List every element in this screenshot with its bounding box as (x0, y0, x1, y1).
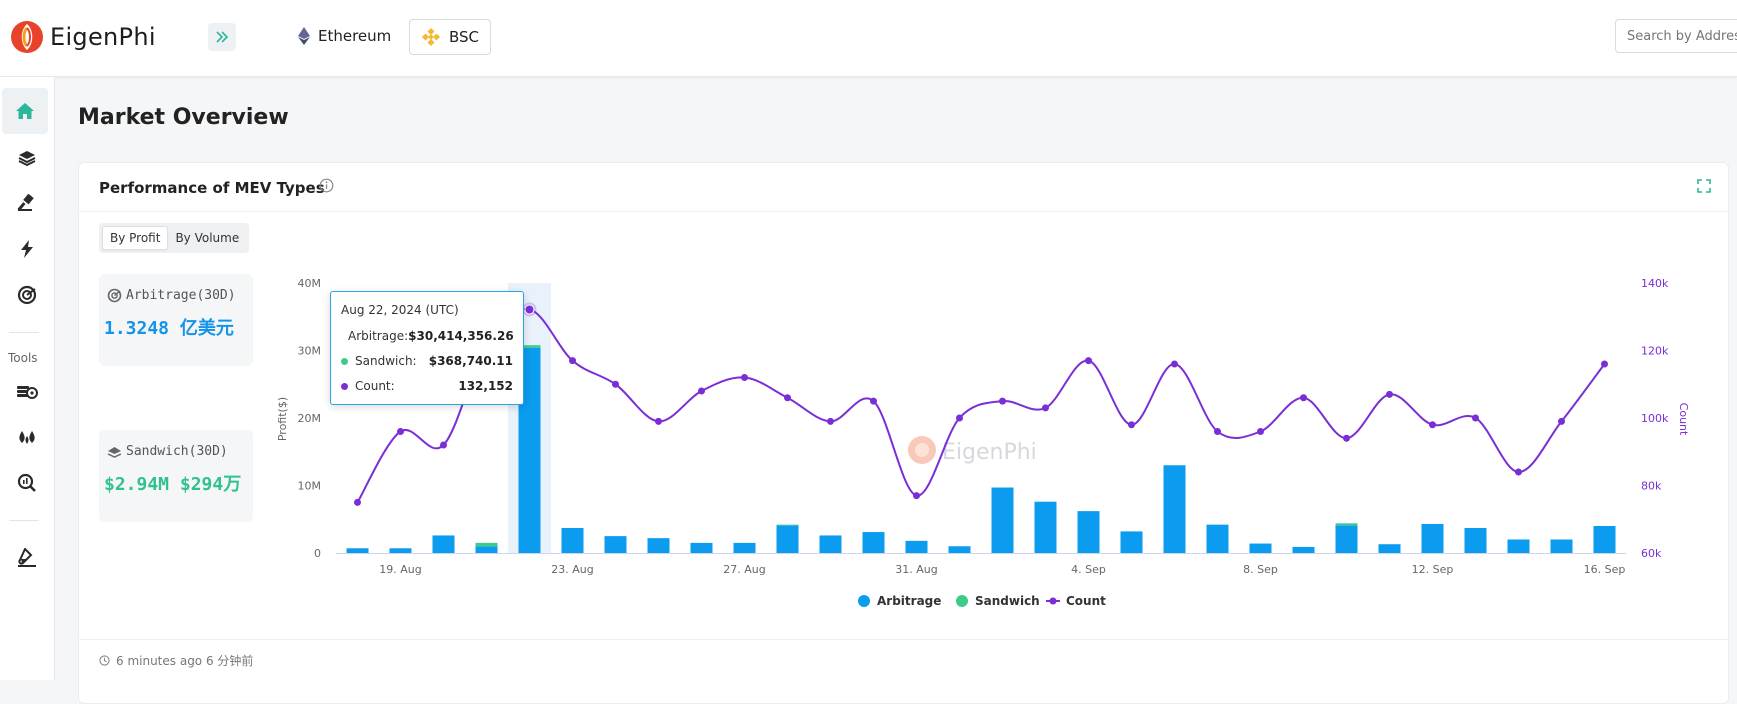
eigenphi-logo-icon (11, 21, 43, 53)
chain-tab-ethereum[interactable]: Ethereum (298, 19, 391, 53)
coins-icon (17, 386, 38, 399)
search-input[interactable] (1615, 19, 1737, 53)
sidebar-item-test-tube[interactable] (0, 535, 54, 581)
stat-label-text: Arbitrage(30D) (126, 288, 236, 303)
legend-dot (341, 382, 348, 390)
sidebar-item-home[interactable] (2, 88, 48, 134)
tooltip-row-name: Arbitrage: (348, 329, 409, 343)
sidebar-item-search-chart[interactable] (0, 460, 54, 506)
sidebar-item-target[interactable] (0, 272, 54, 318)
sandwich-icon (107, 445, 122, 459)
legend-dot (341, 357, 348, 365)
toggle-by-volume[interactable]: By Volume (175, 231, 240, 245)
logo-text: EigenPhi (50, 23, 156, 51)
expand-sidebar-button[interactable] (208, 23, 236, 51)
ethereum-icon (298, 27, 310, 45)
tooltip-row-value: $30,414,356.26 (408, 329, 514, 343)
card-title: Performance of MEV Types (99, 179, 325, 197)
toggle-by-profit[interactable]: By Profit (102, 226, 169, 250)
stat-label: Sandwich(30D) (107, 444, 228, 459)
sidebar: Tools (0, 77, 55, 680)
last-updated: 6 minutes ago 6 分钟前 (99, 652, 253, 669)
stat-label-text: Sandwich(30D) (126, 444, 228, 459)
chain-tab-bsc[interactable]: BSC (409, 19, 492, 55)
stat-label: Arbitrage(30D) (107, 288, 236, 303)
arbitrage-icon (107, 288, 122, 303)
card-footer-divider (79, 639, 1728, 640)
tooltip-row-value: $368,740.11 (428, 354, 513, 368)
card-header: Performance of MEV Types (79, 163, 1728, 212)
sidebar-item-hammer[interactable] (0, 180, 54, 226)
tooltip-title: Aug 22, 2024 (UTC) (341, 303, 459, 317)
sidebar-divider (9, 332, 39, 333)
sidebar-item-lightning[interactable] (0, 226, 54, 272)
info-icon[interactable] (319, 178, 334, 193)
tooltip-row-arbitrage: Arbitrage: $30,414,356.26 (341, 328, 514, 344)
sidebar-item-drops[interactable] (0, 414, 54, 460)
last-updated-text: 6 minutes ago 6 分钟前 (116, 654, 254, 668)
sidebar-tools-label: Tools (8, 351, 38, 365)
page-title: Market Overview (78, 105, 289, 130)
chain-label: Ethereum (318, 27, 392, 45)
tooltip-row-count: Count: 132,152 (341, 378, 513, 394)
chart-tooltip: Aug 22, 2024 (UTC) Arbitrage: $30,414,35… (330, 291, 524, 405)
tooltip-row-name: Count: (355, 379, 395, 393)
tooltip-row-value: 132,152 (458, 379, 513, 393)
target-icon (17, 285, 37, 305)
chain-label: BSC (449, 28, 480, 46)
bnb-icon (421, 27, 441, 47)
stat-card-arbitrage: Arbitrage(30D) 1.3248 亿美元 (99, 274, 253, 366)
clock-icon (99, 655, 110, 666)
hammer-icon (17, 194, 34, 211)
mev-performance-card: Performance of MEV Types By Profit By Vo… (78, 162, 1729, 704)
sidebar-divider (9, 520, 39, 521)
fullscreen-icon[interactable] (1697, 179, 1711, 193)
stat-value-sandwich: $2.94M $294万 (104, 474, 242, 495)
double-chevron-right-icon (216, 31, 229, 43)
tooltip-row-name: Sandwich: (355, 354, 417, 368)
drops-icon (19, 431, 35, 444)
logo[interactable]: EigenPhi (10, 20, 156, 54)
lightning-icon (21, 240, 33, 258)
stat-card-sandwich: Sandwich(30D) $2.94M $294万 (99, 430, 253, 522)
tooltip-row-sandwich: Sandwich: $368,740.11 (341, 353, 513, 369)
search-chart-icon (17, 473, 36, 492)
layers-icon (18, 151, 36, 166)
top-header: EigenPhi Ethereum (0, 0, 1737, 77)
home-icon (16, 103, 34, 119)
metric-toggle: By Profit By Volume (99, 223, 250, 253)
sidebar-item-coins[interactable] (0, 368, 54, 414)
test-tube-icon (18, 548, 36, 567)
sidebar-item-layers[interactable] (0, 134, 54, 180)
stat-value-arbitrage: 1.3248 亿美元 (104, 318, 234, 339)
